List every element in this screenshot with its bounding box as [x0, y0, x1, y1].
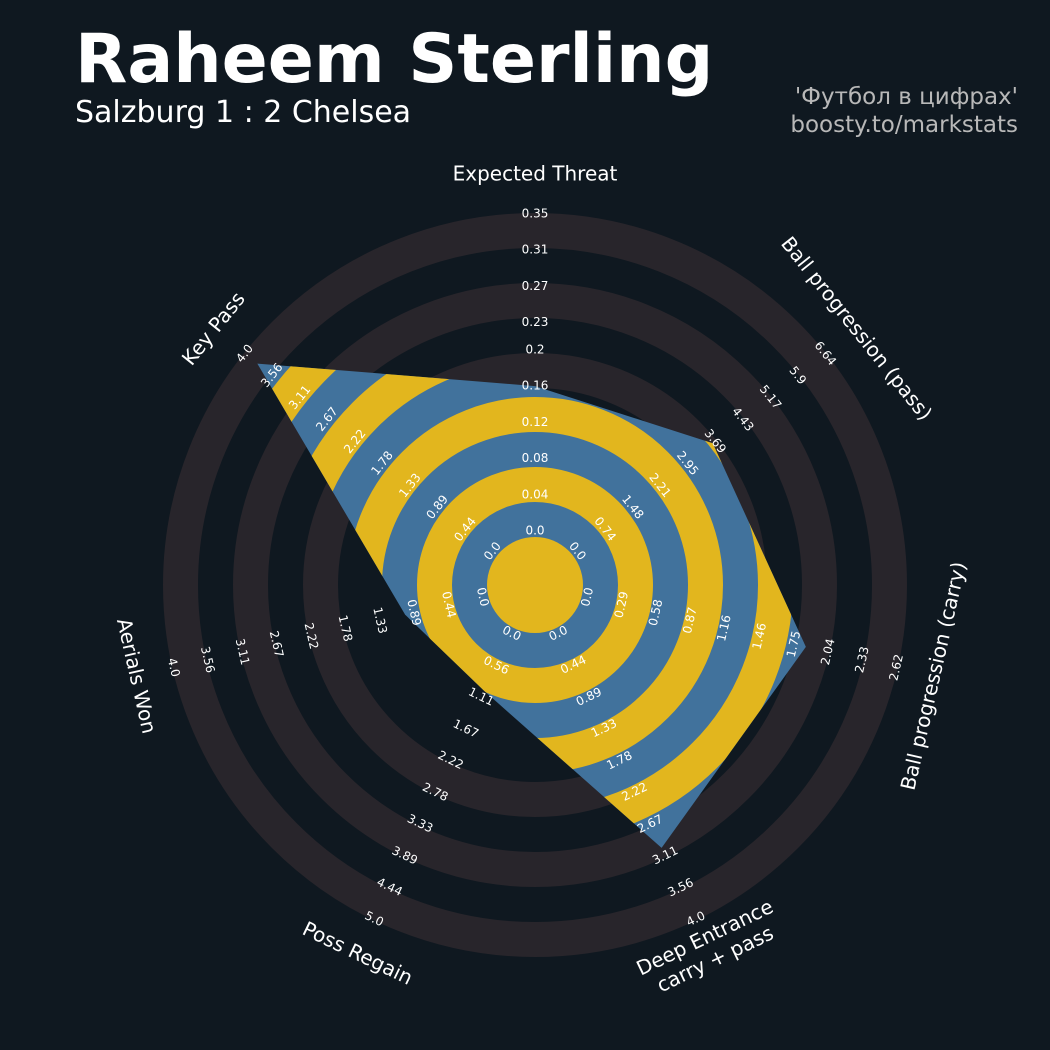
chart-title: Raheem Sterling: [75, 20, 713, 99]
ring-tick-label: 0.0: [525, 524, 544, 538]
ring-tick-label: 0.44: [439, 590, 459, 619]
ring-tick-label: 3.11: [233, 637, 253, 666]
credit: 'Футбол в цифрах': [795, 84, 1018, 110]
radar-ring: [487, 537, 583, 633]
ring-tick-label: 0.16: [522, 379, 549, 393]
ring-tick-label: 3.56: [198, 645, 218, 674]
ring-tick-label: 0.0: [578, 586, 596, 608]
ring-tick-label: 0.0: [474, 586, 492, 608]
ring-tick-label: 0.35: [522, 207, 549, 221]
chart-subtitle: Salzburg 1 : 2 Chelsea: [75, 95, 411, 130]
ring-tick-label: 2.22: [302, 621, 322, 650]
ring-tick-label: 0.29: [612, 590, 632, 619]
background-ring: [233, 283, 837, 887]
ring-tick-label: 2.67: [267, 629, 287, 658]
ring-tick-label: 2.33: [852, 645, 872, 674]
ring-tick-label: 0.04: [522, 487, 549, 501]
ring-tick-label: 0.87: [680, 606, 700, 635]
ring-tick-label: 1.78: [336, 614, 356, 643]
ring-tick-label: 0.89: [404, 598, 424, 627]
ring-tick-label: 0.12: [522, 415, 549, 429]
ring-tick-label: 1.46: [750, 622, 770, 651]
ring-tick-label: 0.23: [522, 315, 549, 329]
ring-tick-label: 1.16: [714, 614, 734, 643]
ring-tick-label: 2.62: [886, 653, 906, 682]
ring-tick-label: 0.27: [522, 279, 549, 293]
ring-tick-label: 0.31: [522, 243, 549, 257]
param-label: Expected Threat: [453, 162, 618, 186]
ring-tick-label: 1.33: [370, 606, 390, 635]
ring-tick-label: 4.0: [165, 657, 183, 679]
ring-tick-label: 0.08: [522, 451, 549, 465]
ring-tick-label: 1.75: [784, 629, 804, 658]
background-ring: [163, 213, 907, 957]
ring-tick-label: 2.04: [818, 637, 838, 666]
credit: boosty.to/markstats: [790, 112, 1018, 138]
ring-tick-label: 0.58: [646, 598, 666, 627]
ring-tick-label: 0.2: [525, 342, 544, 356]
radar-ring: [417, 467, 653, 703]
